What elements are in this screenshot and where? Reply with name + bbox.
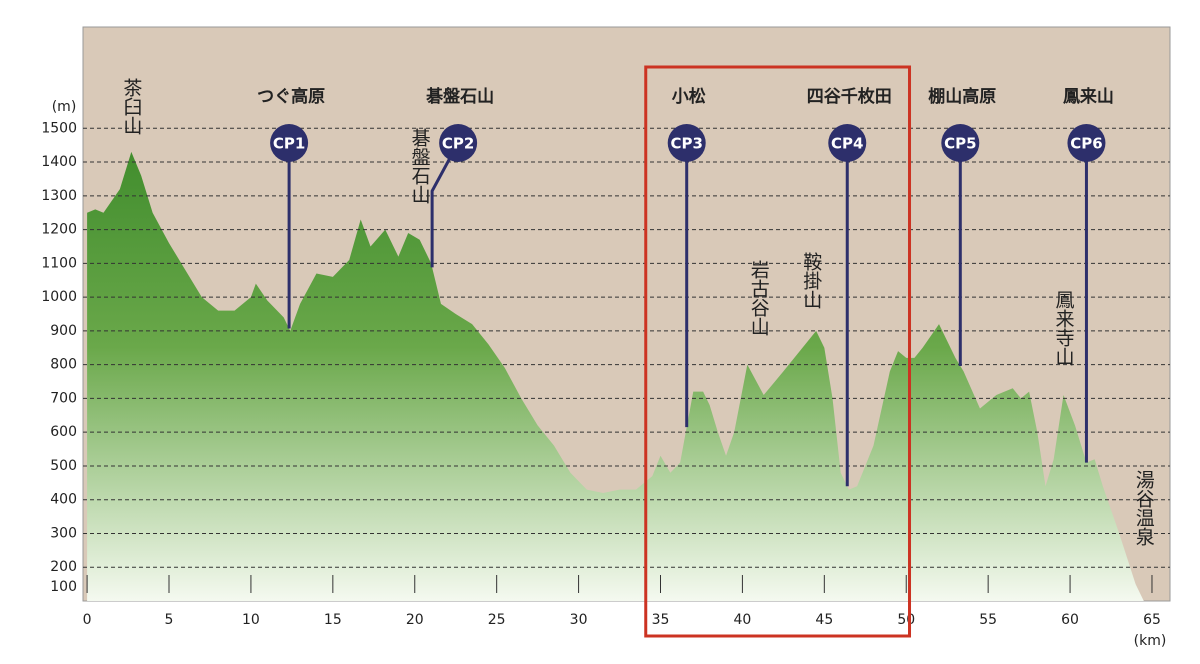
x-tick-label: 20	[406, 612, 424, 628]
checkpoint-marker	[667, 124, 706, 162]
y-tick-label: 1200	[41, 222, 77, 238]
y-tick-label: 400	[50, 492, 77, 508]
peak-label: 湯谷温泉	[1133, 470, 1155, 546]
checkpoint-label: CP2	[442, 135, 474, 153]
y-tick-label: 600	[50, 424, 77, 440]
x-tick-label: 55	[979, 612, 997, 628]
peak-label: 鳳来寺山	[1053, 290, 1075, 366]
x-tick-label: 25	[488, 612, 506, 628]
y-tick-label: 800	[50, 357, 77, 373]
x-tick-label: 45	[815, 612, 833, 628]
section-name: 棚山高原	[928, 86, 996, 107]
y-tick-label: 1000	[41, 289, 77, 305]
y-axis-label: (m)	[52, 99, 77, 115]
peak-label: 茶臼山	[120, 78, 142, 135]
section-name: 小松	[672, 86, 706, 107]
peak-label: 岩古谷山	[748, 260, 770, 336]
checkpoint-label: CP4	[831, 135, 863, 153]
section-name: つぐ高原	[257, 86, 325, 107]
x-tick-label: 65	[1143, 612, 1161, 628]
y-tick-label: 200	[50, 559, 77, 575]
checkpoint-label: CP3	[670, 135, 702, 153]
x-tick-label: 60	[1061, 612, 1079, 628]
y-tick-label: 500	[50, 458, 77, 474]
y-tick-label: 700	[50, 390, 77, 406]
y-tick-label: 300	[50, 525, 77, 541]
x-tick-label: 5	[165, 612, 174, 628]
x-tick-label: 0	[83, 612, 92, 628]
x-tick-label: 10	[242, 612, 260, 628]
section-name: 鳳来山	[1063, 86, 1114, 107]
peak-label: 碁盤石山	[409, 128, 431, 204]
checkpoint-label: CP6	[1070, 135, 1102, 153]
y-tick-label: 1500	[41, 120, 77, 136]
checkpoint-marker	[1067, 124, 1106, 162]
elevation-area	[87, 151, 1144, 601]
checkpoint-marker	[439, 124, 478, 162]
y-tick-label: 100	[50, 579, 77, 595]
checkpoint-label: CP5	[944, 135, 976, 153]
x-tick-label: 40	[733, 612, 751, 628]
section-name: 碁盤石山	[425, 86, 494, 107]
checkpoint-label: CP1	[273, 135, 305, 153]
section-name: 四谷千枚田	[807, 86, 892, 107]
x-tick-label: 15	[324, 612, 342, 628]
checkpoint-marker	[270, 124, 309, 162]
highlight-box	[644, 65, 912, 638]
checkpoint-marker	[941, 124, 980, 162]
y-tick-label: 900	[50, 323, 77, 339]
y-tick-label: 1100	[41, 255, 77, 271]
checkpoint-marker	[828, 124, 867, 162]
x-axis-label: (km)	[1134, 633, 1167, 649]
y-tick-label: 1300	[41, 188, 77, 204]
y-tick-label: 1400	[41, 154, 77, 170]
x-tick-label: 30	[570, 612, 588, 628]
x-tick-label: 35	[652, 612, 670, 628]
x-tick-label: 50	[897, 612, 915, 628]
peak-label: 鞍掛山	[800, 252, 822, 309]
